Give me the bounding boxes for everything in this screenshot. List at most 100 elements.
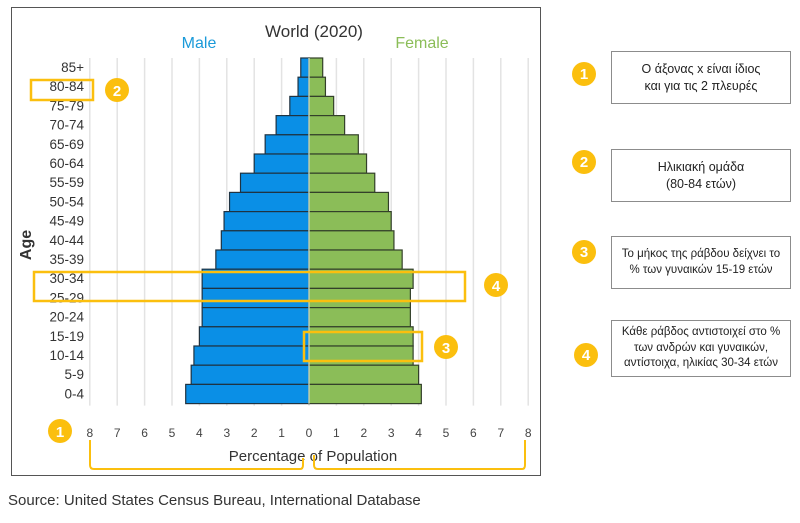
note-3: Το μήκος της ράβδου δείχνει το % των γυνα… xyxy=(611,236,791,289)
highlight-30-34 xyxy=(32,270,467,303)
note-badge-4: 4 xyxy=(574,343,598,367)
bar-male-15-19 xyxy=(198,326,310,347)
bar-female-25-29 xyxy=(308,287,411,309)
y-tick-label: 0-4 xyxy=(64,386,84,401)
y-axis-label: Age xyxy=(18,230,35,260)
y-tick-label: 55-59 xyxy=(49,175,84,190)
bar-female-0-4 xyxy=(308,383,422,405)
x-tick-label: 0 xyxy=(306,426,313,440)
bar-female-65-69 xyxy=(308,134,359,155)
note-1: Ο άξονας x είναι ίδιος και για τις 2 πλευ… xyxy=(611,51,791,104)
highlight-80-84 xyxy=(29,78,95,102)
y-tick-label: 30-34 xyxy=(49,271,84,286)
note-3-line: % των γυναικών 15-19 ετών xyxy=(629,263,773,276)
note-2-line: (80-84 ετών) xyxy=(665,176,737,191)
bar-male-20-24 xyxy=(201,307,310,328)
x-tick-label: 8 xyxy=(86,426,93,440)
bar-male-65-69 xyxy=(264,134,310,155)
note-badge-2: 2 xyxy=(572,150,596,174)
population-pyramid-chart: 85+80-8475-7970-7465-6960-6455-5950-5445… xyxy=(18,22,532,470)
bar-male-55-59 xyxy=(239,172,310,193)
bar-female-75-79 xyxy=(308,95,335,117)
x-tick-label: 2 xyxy=(360,426,367,440)
bar-female-10-14 xyxy=(308,345,414,366)
x-tick-label: 6 xyxy=(141,426,148,440)
left-axis-bracket xyxy=(89,440,304,470)
bar-male-25-29 xyxy=(201,287,310,309)
y-tick-label: 65-69 xyxy=(49,137,84,152)
legend-male: Male xyxy=(182,35,217,52)
y-tick-label: 45-49 xyxy=(49,214,84,229)
y-tick-label: 20-24 xyxy=(49,310,84,325)
badge-4: 4 xyxy=(484,273,508,297)
y-tick-label: 85+ xyxy=(61,60,84,75)
y-tick-label: 80-84 xyxy=(49,79,84,94)
x-tick-label: 1 xyxy=(333,426,340,440)
y-tick-label: 10-14 xyxy=(49,348,84,363)
note-badge-1: 1 xyxy=(572,62,596,86)
right-axis-bracket xyxy=(313,440,526,470)
bar-female-70-74 xyxy=(308,114,346,136)
x-tick-label: 8 xyxy=(525,426,532,440)
badge-3: 3 xyxy=(434,335,458,359)
x-tick-label: 7 xyxy=(497,426,504,440)
svg-text:3: 3 xyxy=(442,340,450,357)
bar-male-45-49 xyxy=(223,211,310,232)
svg-text:1: 1 xyxy=(56,424,64,441)
bar-female-5-9 xyxy=(308,364,420,386)
svg-text:2: 2 xyxy=(113,83,121,100)
note-4-line: των ανδρών και γυναικών, xyxy=(633,341,769,354)
x-tick-label: 4 xyxy=(196,426,203,440)
bar-female-85+ xyxy=(308,57,324,78)
note-4-line: αντίστοιχα, ηλικίας 30-34 ετών xyxy=(624,357,778,370)
note-4-line: Κάθε ράβδος αντιστοιχεί στο % xyxy=(621,326,781,339)
y-tick-label: 5-9 xyxy=(64,367,84,382)
bar-male-75-79 xyxy=(289,95,310,117)
bar-male-5-9 xyxy=(190,364,310,386)
y-tick-label: 25-29 xyxy=(49,290,84,305)
x-tick-label: 5 xyxy=(443,426,450,440)
bar-female-55-59 xyxy=(308,172,376,193)
y-tick-label: 60-64 xyxy=(49,156,84,171)
x-tick-label: 1 xyxy=(278,426,285,440)
y-tick-label: 50-54 xyxy=(49,194,84,209)
svg-text:4: 4 xyxy=(492,278,501,295)
x-tick-label: 3 xyxy=(223,426,230,440)
bar-female-45-49 xyxy=(308,211,392,232)
source-caption: Source: United States Census Bureau, Int… xyxy=(8,492,421,509)
note-badge-3: 3 xyxy=(572,240,596,264)
badge-2: 2 xyxy=(105,78,129,102)
x-tick-label: 3 xyxy=(388,426,395,440)
x-tick-label: 2 xyxy=(251,426,258,440)
y-tick-label: 70-74 xyxy=(49,118,84,133)
y-tick-label: 15-19 xyxy=(49,329,84,344)
bar-female-35-39 xyxy=(308,249,403,270)
y-tick-label: 35-39 xyxy=(49,252,84,267)
bar-male-80-84 xyxy=(297,76,310,97)
bar-male-70-74 xyxy=(275,114,310,136)
note-2: Ηλικιακή ομάδα (80-84 ετών) xyxy=(611,149,791,202)
note-2-line: Ηλικιακή ομάδα xyxy=(657,159,745,174)
y-tick-label: 75-79 xyxy=(49,98,84,113)
badge-1: 1 xyxy=(48,419,72,443)
legend-female: Female xyxy=(395,35,448,52)
bar-male-0-4 xyxy=(185,383,310,405)
bar-female-15-19 xyxy=(308,326,414,347)
bar-female-20-24 xyxy=(308,307,411,328)
x-tick-label: 6 xyxy=(470,426,477,440)
bar-female-40-44 xyxy=(308,230,395,251)
highlight-female-15-19 xyxy=(302,330,424,363)
bar-female-60-64 xyxy=(308,153,368,174)
bar-male-85+ xyxy=(300,57,310,78)
y-tick-label: 40-44 xyxy=(49,233,84,248)
note-4: Κάθε ράβδος αντιστοιχεί στο % των ανδρών … xyxy=(611,320,791,377)
chart-title: World (2020) xyxy=(265,22,363,41)
bar-male-60-64 xyxy=(253,153,310,174)
bar-female-80-84 xyxy=(308,76,327,97)
bar-male-35-39 xyxy=(215,249,310,270)
x-tick-label: 4 xyxy=(415,426,422,440)
x-tick-label: 7 xyxy=(114,426,121,440)
bar-male-40-44 xyxy=(220,230,310,251)
note-1-line: Ο άξονας x είναι ίδιος xyxy=(641,61,761,76)
note-1-line: και για τις 2 πλευρές xyxy=(644,78,758,93)
